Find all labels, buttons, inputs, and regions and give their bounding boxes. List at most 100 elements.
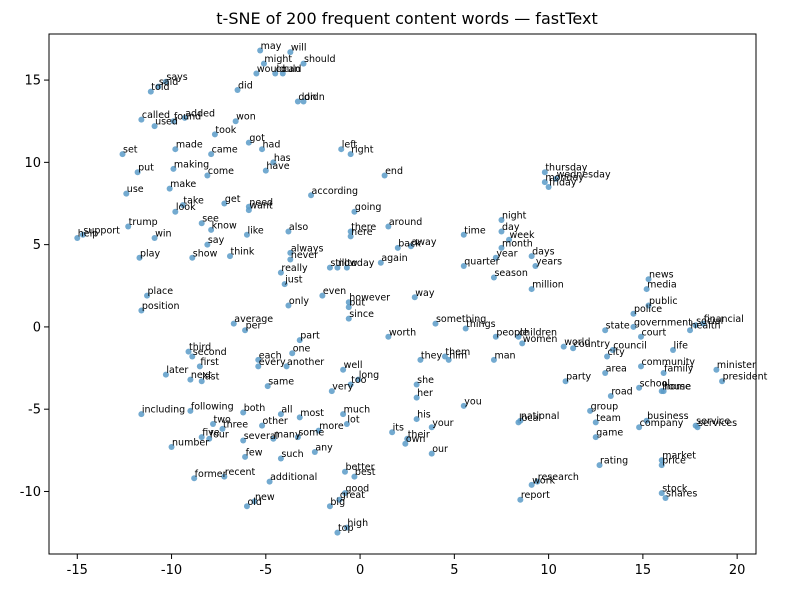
data-point <box>341 490 348 497</box>
data-point <box>253 70 260 77</box>
data-point <box>147 88 154 95</box>
data-point <box>219 425 226 432</box>
word-label: more <box>319 421 344 432</box>
word-label: most <box>300 408 324 419</box>
data-point <box>637 363 644 370</box>
word-label: another <box>287 357 324 368</box>
word-label: help <box>78 229 99 240</box>
data-point <box>377 259 384 266</box>
data-point <box>692 322 699 329</box>
data-point <box>498 228 505 235</box>
data-point <box>389 429 396 436</box>
data-point <box>719 378 726 385</box>
data-point <box>281 281 288 288</box>
x-tick-label: -10 <box>161 563 182 578</box>
word-label: however <box>349 293 390 304</box>
data-point <box>534 478 541 485</box>
data-point <box>562 378 569 385</box>
word-label: here <box>351 227 373 238</box>
word-label: didn <box>304 92 325 103</box>
word-label: made <box>176 140 203 151</box>
word-label: police <box>634 304 662 315</box>
data-point <box>432 320 439 327</box>
word-label: both <box>244 403 266 414</box>
word-label: may <box>261 41 282 52</box>
word-label: following <box>191 401 234 412</box>
data-point <box>243 503 250 510</box>
data-point <box>713 366 720 373</box>
data-point <box>413 394 420 401</box>
word-label: man <box>494 350 515 361</box>
word-label: some <box>298 428 324 439</box>
word-label: local <box>519 413 541 424</box>
word-label: things <box>466 319 495 330</box>
data-point <box>637 333 644 340</box>
word-label: many <box>274 429 301 440</box>
word-label: had <box>263 140 281 151</box>
data-point <box>670 346 677 353</box>
word-label: know <box>212 220 237 231</box>
data-point <box>123 190 130 197</box>
data-point <box>338 146 345 153</box>
word-label: show <box>193 248 218 259</box>
word-label: five <box>202 428 220 439</box>
word-label: including <box>142 405 185 416</box>
word-label: public <box>649 296 678 307</box>
word-label: high <box>347 518 368 529</box>
data-point <box>279 70 286 77</box>
data-point <box>532 263 539 270</box>
word-label: support <box>83 225 120 236</box>
data-point <box>609 346 616 353</box>
word-label: just <box>284 275 303 286</box>
word-label: position <box>142 301 180 312</box>
data-point <box>658 490 665 497</box>
word-label: took <box>215 125 236 136</box>
word-label: home <box>664 382 691 393</box>
y-tick-label: 0 <box>33 320 41 335</box>
data-point <box>300 60 307 67</box>
word-label: our <box>432 444 448 455</box>
data-point <box>155 83 162 90</box>
axis-ticks: -15 -10 -5 0 5 10 15 20 -10 -5 0 5 10 15 <box>20 74 746 578</box>
data-point <box>340 366 347 373</box>
word-label: life <box>674 340 689 351</box>
word-label: even <box>323 286 346 297</box>
x-tick-label: 20 <box>729 563 746 578</box>
word-label: work <box>532 475 555 486</box>
data-point <box>198 378 205 385</box>
word-label: lot <box>347 415 359 426</box>
word-label: old <box>247 497 261 508</box>
data-point <box>553 175 560 182</box>
plot-area-frame <box>48 33 757 555</box>
word-label: season <box>494 268 527 279</box>
data-point <box>138 411 145 418</box>
word-label: need <box>249 197 273 208</box>
data-point <box>134 169 141 176</box>
word-label: health <box>691 321 721 332</box>
data-point <box>308 192 315 199</box>
data-point <box>351 473 358 480</box>
data-point <box>221 200 228 207</box>
word-label: him <box>449 350 467 361</box>
word-label: news <box>649 270 674 281</box>
data-point <box>242 453 249 460</box>
word-label: her <box>417 388 433 399</box>
word-label: game <box>596 428 623 439</box>
data-point <box>74 235 81 242</box>
data-point <box>492 333 499 340</box>
word-label: she <box>417 375 434 386</box>
x-tick-label: 0 <box>356 563 364 578</box>
word-label: all <box>281 405 292 416</box>
scatter-points <box>74 47 726 536</box>
word-label: minister <box>717 360 756 371</box>
data-point <box>264 383 271 390</box>
data-point <box>460 263 467 270</box>
data-point <box>136 254 143 261</box>
data-point <box>587 407 594 414</box>
word-label: called <box>142 110 170 121</box>
data-point <box>351 208 358 215</box>
data-point <box>270 435 277 442</box>
word-label: big <box>330 497 345 508</box>
x-tick-label: 10 <box>540 563 557 578</box>
data-point <box>138 116 145 123</box>
